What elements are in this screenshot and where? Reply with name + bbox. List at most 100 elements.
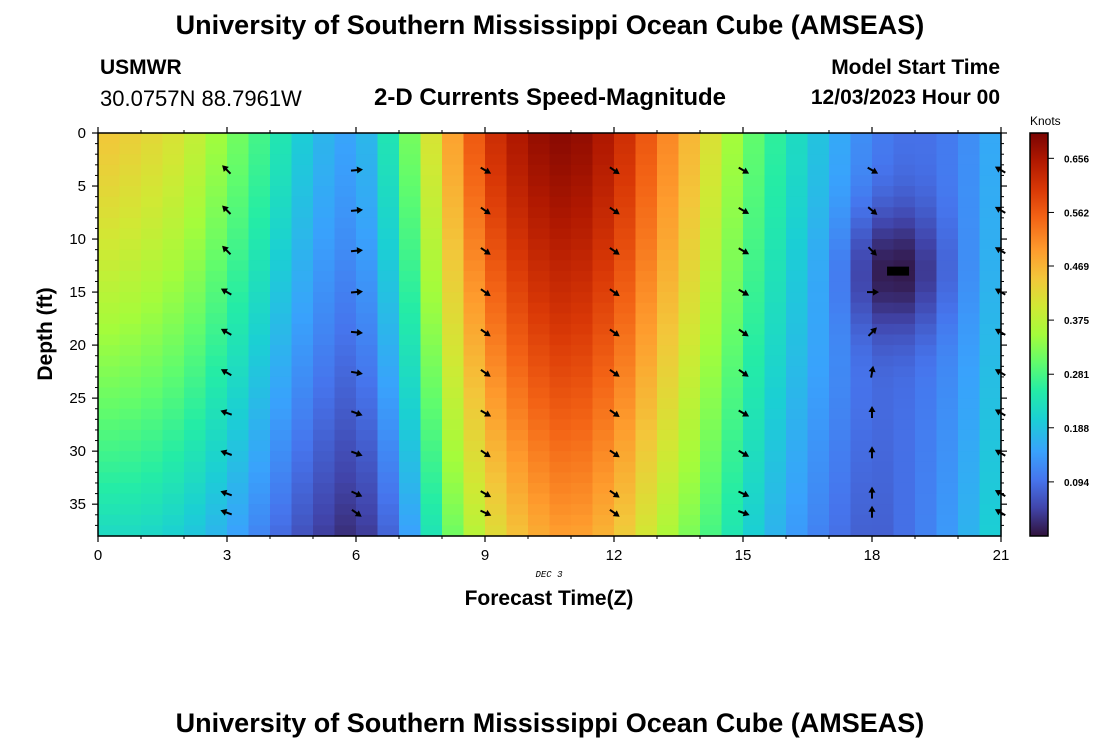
heatmap-cell: [979, 260, 1002, 272]
heatmap-cell: [979, 461, 1002, 473]
heatmap-cell: [506, 525, 529, 537]
heatmap-cell: [936, 514, 959, 526]
heatmap-cell: [893, 461, 916, 473]
heatmap-cell: [248, 281, 271, 293]
heatmap-cell: [979, 207, 1002, 219]
heatmap-cell: [420, 313, 443, 325]
heatmap-cell: [936, 440, 959, 452]
heatmap-cell: [979, 196, 1002, 208]
heatmap-cell: [334, 451, 357, 463]
heatmap-cell: [893, 398, 916, 410]
heatmap-cell: [786, 440, 809, 452]
heatmap-cell: [248, 514, 271, 526]
heatmap-cell: [184, 514, 207, 526]
heatmap-cell: [248, 133, 271, 145]
heatmap-cell: [936, 281, 959, 293]
heatmap-cell: [872, 504, 895, 516]
heatmap-cell: [807, 323, 830, 336]
current-vector: [609, 166, 620, 175]
current-vector: [480, 409, 492, 417]
heatmap-cell: [334, 482, 357, 495]
heatmap-cell: [377, 239, 400, 251]
heatmap-cell: [356, 323, 379, 336]
heatmap-cell: [248, 408, 271, 420]
heatmap-cell: [313, 186, 336, 198]
heatmap-cell: [291, 323, 314, 336]
heatmap-cell: [786, 175, 809, 187]
heatmap-cell: [184, 440, 207, 452]
heatmap-cell: [721, 239, 744, 251]
heatmap-cell: [657, 440, 680, 452]
heatmap-cell: [205, 281, 228, 293]
heatmap-cell: [893, 504, 916, 516]
heatmap-cell: [592, 461, 615, 473]
heatmap-cell: [313, 451, 336, 463]
heatmap-cell: [227, 366, 250, 378]
heatmap-cell: [807, 366, 830, 378]
heatmap-cell: [657, 281, 680, 293]
heatmap-cell: [270, 525, 293, 537]
heatmap-cell: [205, 302, 228, 314]
heatmap-cell: [678, 429, 701, 442]
heatmap-cell: [786, 133, 809, 145]
heatmap-cell: [700, 143, 723, 155]
heatmap-cell: [743, 260, 766, 272]
heatmap-cell: [893, 175, 916, 187]
heatmap-cell: [614, 323, 637, 336]
heatmap-cell: [313, 175, 336, 187]
heatmap-cell: [227, 387, 250, 399]
heatmap-cell: [485, 398, 508, 410]
heatmap-cell: [786, 228, 809, 240]
heatmap-cell: [291, 239, 314, 251]
current-vector: [867, 206, 878, 215]
heatmap-cell: [227, 355, 250, 367]
heatmap-cell: [270, 451, 293, 463]
heatmap-cell: [377, 313, 400, 325]
heatmap-cell: [184, 292, 207, 304]
colorbar-tick-label: 0.188: [1064, 424, 1089, 435]
heatmap-cell: [442, 408, 465, 420]
heatmap-cell: [98, 143, 121, 155]
heatmap-cell: [248, 345, 271, 357]
current-vector: [868, 446, 876, 459]
heatmap-cell: [291, 482, 314, 495]
heatmap-cell: [119, 217, 142, 230]
heatmap-cell: [377, 366, 400, 378]
heatmap-cell: [270, 408, 293, 420]
heatmap-cell: [270, 217, 293, 230]
heatmap-cell: [635, 228, 658, 240]
current-vector: [350, 369, 363, 377]
heatmap-cell: [979, 472, 1002, 484]
heatmap-cell: [442, 525, 465, 537]
heatmap-cell: [657, 228, 680, 240]
heatmap-cell: [377, 472, 400, 484]
plot-title: 2-D Currents Speed-Magnitude: [373, 84, 727, 111]
heatmap-cell: [764, 323, 787, 336]
heatmap-cell: [549, 514, 572, 526]
heatmap-cell: [958, 514, 981, 526]
heatmap-cell: [506, 175, 529, 187]
heatmap-cell: [829, 239, 852, 251]
heatmap-cell: [506, 387, 529, 399]
heatmap-cell: [829, 270, 852, 283]
heatmap-cell: [786, 504, 809, 516]
current-vector: [609, 508, 620, 517]
heatmap-cell: [420, 419, 443, 431]
heatmap-cell: [205, 292, 228, 304]
heatmap-cell: [248, 398, 271, 410]
heatmap-cell: [592, 154, 615, 166]
heatmap-cell: [377, 493, 400, 505]
heatmap-cell: [893, 387, 916, 399]
station-id: USMWR: [100, 56, 182, 79]
heatmap-cell: [420, 143, 443, 155]
heatmap-cell: [915, 429, 938, 442]
heatmap-cell: [592, 398, 615, 410]
heatmap-cell: [571, 302, 594, 314]
heatmap-cell: [614, 387, 637, 399]
heatmap-cell: [399, 207, 422, 219]
heatmap-cell: [506, 196, 529, 208]
heatmap-cell: [184, 366, 207, 378]
heatmap-cell: [141, 143, 164, 155]
current-vector: [867, 288, 879, 296]
heatmap-cell: [893, 514, 916, 526]
